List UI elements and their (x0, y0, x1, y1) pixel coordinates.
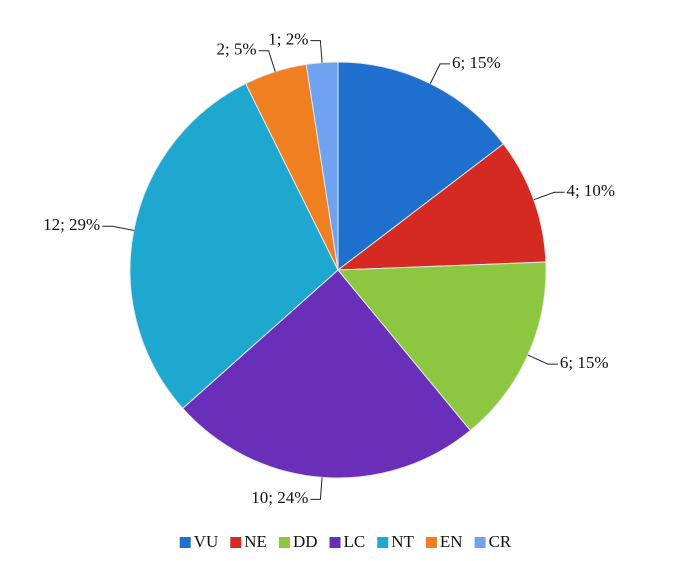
leader-line (102, 225, 134, 231)
leader-line (310, 477, 323, 500)
data-label: 10; 24% (251, 488, 308, 507)
legend-swatch (377, 537, 389, 548)
pie-slice (336, 143, 547, 271)
legend-label: LC (344, 532, 366, 551)
legend-label: EN (440, 532, 463, 551)
legend-swatch (329, 537, 341, 548)
data-label: 12; 29% (43, 215, 100, 234)
legend-swatch (474, 537, 486, 548)
data-label: 2; 5% (216, 40, 256, 59)
leader-line (527, 354, 558, 365)
leader-line (429, 63, 451, 84)
pie-slice (182, 269, 472, 479)
legend-label: NT (391, 532, 414, 551)
legend-swatch (278, 537, 290, 548)
pie-slice (336, 261, 547, 432)
leader-line (310, 40, 323, 63)
legend-label: VU (194, 532, 219, 551)
legend-swatch (179, 537, 191, 548)
legend-swatch (230, 537, 242, 548)
legend-label: DD (293, 532, 318, 551)
legend: VU NE DD LC NT EN CR (179, 532, 512, 551)
data-label: 4; 10% (566, 181, 615, 200)
legend-label: CR (489, 532, 512, 551)
pie-slice (305, 61, 339, 271)
data-label: 6; 15% (452, 53, 501, 72)
data-label: 6; 15% (560, 353, 609, 372)
leader-line (258, 50, 276, 72)
legend-label: NE (244, 532, 267, 551)
leader-line (533, 191, 565, 201)
legend-swatch (425, 537, 437, 548)
data-label: 1; 2% (268, 30, 308, 49)
